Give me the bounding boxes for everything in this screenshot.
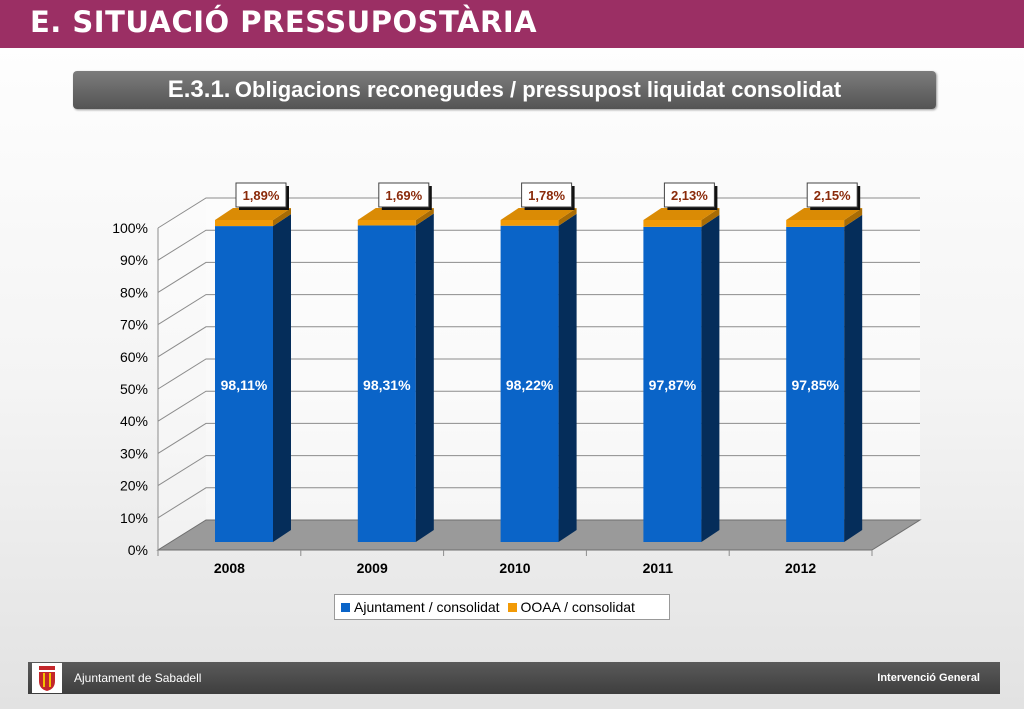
data-label-ooaa: 1,89% [243, 188, 280, 203]
bar-ooaa [357, 220, 416, 226]
data-label-ooaa: 2,13% [671, 188, 708, 203]
legend-item-ooaa: OOAA / consolidat [507, 599, 635, 615]
x-tick-label: 2009 [357, 560, 388, 576]
bar-ajuntament [500, 225, 559, 542]
bar-ooaa [643, 220, 702, 227]
chart-legend: Ajuntament / consolidat OOAA / consolida… [334, 594, 670, 620]
x-tick-label: 2010 [499, 560, 530, 576]
y-tick-label: 60% [120, 349, 148, 365]
x-tick-label: 2008 [214, 560, 245, 576]
footer-city-name: Ajuntament de Sabadell [74, 671, 202, 685]
data-label-ajuntament: 98,11% [221, 377, 268, 393]
bar-ooaa-side [558, 208, 577, 226]
bar-ajuntament [643, 226, 702, 543]
data-label-ooaa-box [521, 182, 573, 208]
footer-bar: Ajuntament de Sabadell Intervenció Gener… [28, 662, 1000, 694]
data-label-ajuntament: 98,31% [363, 377, 411, 393]
page-title: E. SITUACIÓ PRESSUPOSTÀRIA [30, 5, 538, 39]
legend-swatch-ajuntament [341, 602, 350, 612]
bar-ooaa-side [415, 208, 434, 226]
bar-ajuntament-side [415, 213, 434, 542]
legend-label-ooaa: OOAA / consolidat [520, 599, 635, 615]
legend-label-ajuntament: Ajuntament / consolidat [354, 599, 500, 615]
y-tick-label: 20% [120, 478, 148, 494]
y-tick-label: 40% [120, 413, 148, 429]
bar-ooaa [500, 220, 559, 226]
x-tick-label: 2012 [785, 560, 816, 576]
subtitle-text: Obligacions reconegudes / pressupost liq… [234, 77, 842, 102]
data-label-ooaa: 1,78% [528, 188, 565, 203]
x-axis: 2008 2009 2010 2011 2012 [157, 550, 873, 576]
bar-ooaa-top [215, 208, 291, 220]
bar-ooaa-side [701, 208, 720, 227]
bar-ooaa-top [786, 208, 863, 220]
y-axis: 0% 10% 20% 30% 40% 50% 60% 70% 80% 90% 100% [112, 220, 159, 558]
bar-ooaa-side [273, 208, 291, 227]
bar-ajuntament-side [844, 214, 863, 542]
stacked-bar-chart: 0%10%20%30%40%50%60%70%80%90%100% 2008 20… [112, 182, 922, 576]
bar-ajuntament [357, 225, 416, 542]
y-tick-label: 10% [120, 510, 148, 526]
y-tick-label: 50% [120, 381, 148, 397]
bar-ajuntament [786, 226, 845, 542]
data-label-ooaa-box [663, 182, 715, 208]
y-tick-label: 90% [120, 252, 148, 268]
bar-ajuntament-side [558, 213, 577, 542]
bar-ooaa-top [643, 208, 720, 220]
y-tick-label: 30% [120, 445, 148, 461]
bar-ooaa [786, 220, 845, 227]
legend-item-ajuntament: Ajuntament / consolidat [341, 599, 500, 615]
footer-department: Intervenció General [877, 672, 980, 684]
y-tick-label: 70% [120, 317, 148, 333]
bar-ooaa-side [844, 208, 863, 227]
data-label-ooaa: 2,15% [814, 188, 851, 203]
bar-ajuntament-side [701, 214, 720, 543]
data-label-ooaa-box [806, 182, 858, 208]
bar-ooaa [215, 220, 273, 227]
chart-data-labels: 98,11% 1,89% 98,31% 1,69% 98,22% 1,78% 97,87% 2… [221, 182, 861, 393]
data-label-ooaa-box [235, 182, 287, 208]
bar-ooaa-top [500, 208, 577, 220]
data-label-ooaa: 1,69% [385, 188, 422, 203]
data-label-ooaa-box [378, 182, 430, 208]
city-shield-logo-icon [32, 663, 62, 693]
y-tick-label: 0% [128, 542, 148, 558]
bar-ajuntament [215, 226, 273, 542]
header-bar: E. SITUACIÓ PRESSUPOSTÀRIA [0, 0, 1024, 48]
section-subtitle: E.3.1. Obligacions reconegudes / pressup… [73, 71, 936, 109]
legend-swatch-ooaa [507, 602, 517, 612]
y-tick-label: 100% [112, 220, 148, 236]
bar-ooaa-top [357, 208, 434, 220]
y-tick-label: 80% [120, 284, 148, 300]
x-tick-label: 2011 [643, 560, 674, 576]
subtitle-number: E.3.1. [167, 76, 231, 103]
data-label-ajuntament: 97,87% [649, 377, 697, 393]
chart-bars [215, 208, 863, 543]
bar-ajuntament-side [273, 214, 291, 542]
data-label-ajuntament: 98,22% [506, 377, 554, 393]
data-label-ajuntament: 97,85% [791, 377, 839, 393]
